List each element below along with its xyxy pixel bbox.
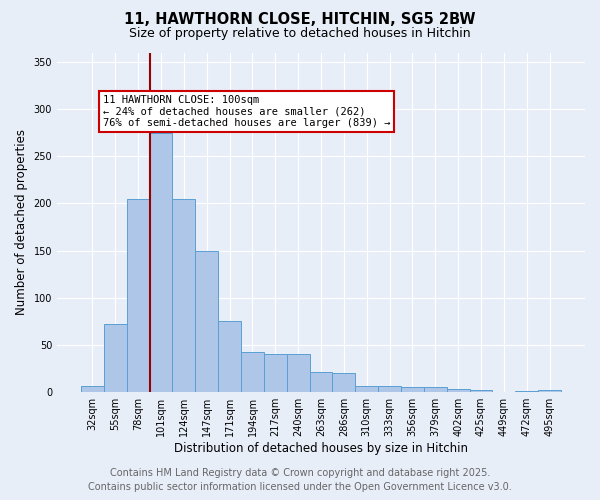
Bar bbox=[447, 390, 470, 392]
Bar bbox=[149, 132, 172, 392]
Bar bbox=[310, 372, 332, 392]
Bar bbox=[378, 386, 401, 392]
Bar bbox=[287, 354, 310, 392]
Bar bbox=[538, 390, 561, 392]
Bar bbox=[264, 354, 287, 392]
Bar bbox=[172, 199, 196, 392]
Bar bbox=[241, 352, 264, 392]
Text: 11 HAWTHORN CLOSE: 100sqm
← 24% of detached houses are smaller (262)
76% of semi: 11 HAWTHORN CLOSE: 100sqm ← 24% of detac… bbox=[103, 95, 390, 128]
Bar bbox=[401, 386, 424, 392]
Bar bbox=[355, 386, 378, 392]
Bar bbox=[81, 386, 104, 392]
Text: 11, HAWTHORN CLOSE, HITCHIN, SG5 2BW: 11, HAWTHORN CLOSE, HITCHIN, SG5 2BW bbox=[124, 12, 476, 28]
Bar bbox=[104, 324, 127, 392]
Bar bbox=[218, 322, 241, 392]
Bar bbox=[196, 250, 218, 392]
Bar bbox=[127, 199, 149, 392]
Bar bbox=[470, 390, 493, 392]
Bar bbox=[424, 388, 447, 392]
Text: Contains HM Land Registry data © Crown copyright and database right 2025.
Contai: Contains HM Land Registry data © Crown c… bbox=[88, 468, 512, 492]
X-axis label: Distribution of detached houses by size in Hitchin: Distribution of detached houses by size … bbox=[174, 442, 468, 455]
Text: Size of property relative to detached houses in Hitchin: Size of property relative to detached ho… bbox=[129, 28, 471, 40]
Y-axis label: Number of detached properties: Number of detached properties bbox=[15, 130, 28, 316]
Bar bbox=[332, 374, 355, 392]
